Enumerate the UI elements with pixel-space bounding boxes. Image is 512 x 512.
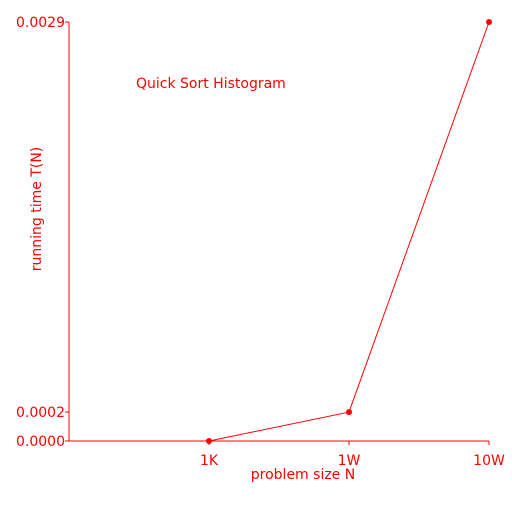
x-tick-label: 1W <box>338 453 361 469</box>
x-axis-label: problem size N <box>251 467 355 483</box>
x-ticks: 1K 1W 10W <box>200 441 505 469</box>
y-tick-label: 0.0029 <box>16 15 65 31</box>
data-points <box>206 19 492 444</box>
data-point <box>206 438 212 444</box>
x-tick-label: 10W <box>473 453 505 469</box>
y-axis-label: running time T(N) <box>29 147 45 272</box>
data-point <box>346 409 352 416</box>
y-tick-label: 0.0000 <box>16 434 65 450</box>
chart-title: Quick Sort Histogram <box>136 76 286 92</box>
data-point <box>486 19 492 25</box>
y-ticks: 0.0000 0.0002 0.0029 <box>16 15 69 450</box>
x-tick-label: 1K <box>200 453 219 469</box>
y-tick-label: 0.0002 <box>16 405 65 421</box>
